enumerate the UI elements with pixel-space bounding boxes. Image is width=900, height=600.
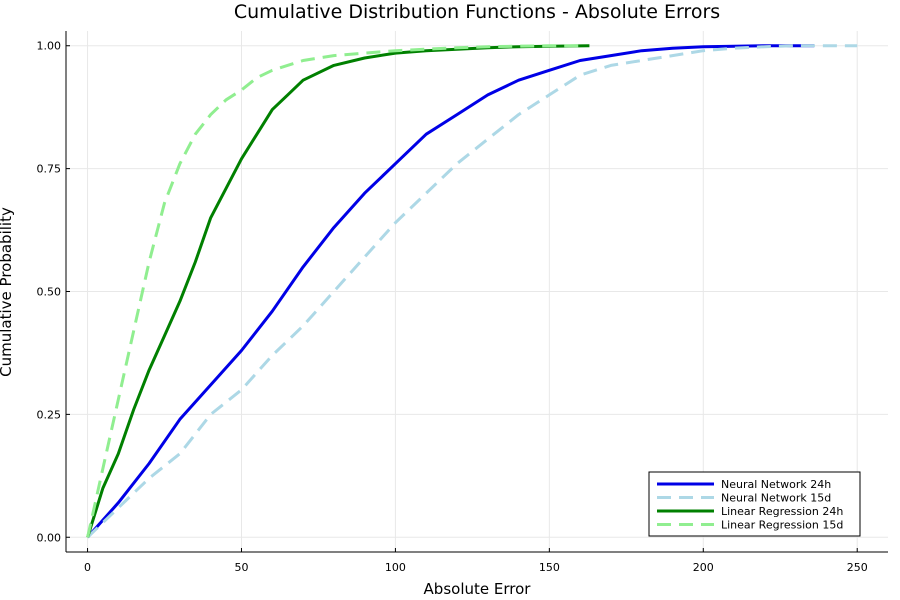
y-tick-label: 0.75	[37, 163, 62, 176]
x-tick-label: 100	[385, 561, 406, 574]
series-line-4	[86, 44, 581, 538]
y-tick-label: 1.00	[37, 40, 62, 53]
axes	[65, 31, 888, 553]
series-lines	[86, 44, 858, 539]
series-line-2	[86, 44, 858, 539]
legend-label-1: Neural Network 24h	[721, 478, 831, 491]
legend-label-3: Linear Regression 24h	[721, 505, 843, 518]
y-tick-label: 0.25	[37, 408, 62, 421]
x-axis-title: Absolute Error	[424, 580, 532, 598]
legend-label-4: Linear Regression 15d	[721, 519, 843, 532]
legend-label-2: Neural Network 15d	[721, 492, 831, 505]
x-tick-label: 0	[84, 561, 91, 574]
tick-labels: 0 50 100 150 200 250 0.00 0.25 0.50 0.75 1.00	[37, 40, 868, 574]
x-tick-label: 250	[847, 561, 868, 574]
y-tick-label: 0.50	[37, 286, 62, 299]
chart-title: Cumulative Distribution Functions - Abso…	[234, 1, 720, 23]
x-tick-label: 50	[234, 561, 248, 574]
grid	[66, 31, 888, 552]
x-tick-label: 150	[539, 561, 560, 574]
series-line-1	[86, 44, 815, 539]
y-tick-label: 0.00	[37, 531, 62, 544]
x-tick-label: 200	[693, 561, 714, 574]
y-axis-title: Cumulative Probability	[0, 207, 15, 377]
